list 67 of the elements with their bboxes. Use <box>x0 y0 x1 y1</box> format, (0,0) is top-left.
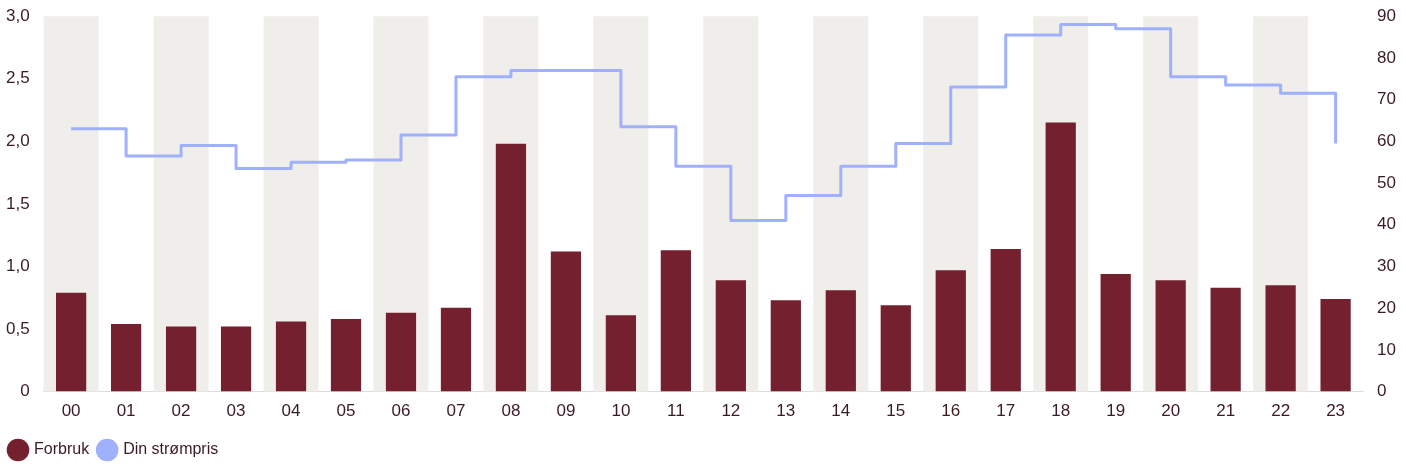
y2-tick-label: 50 <box>1377 172 1397 192</box>
y2-tick-label: 0 <box>1377 381 1387 401</box>
x-tick-label: 17 <box>996 401 1016 421</box>
x-tick-label: 03 <box>226 401 246 421</box>
x-tick-label: 02 <box>171 401 191 421</box>
y-tick-label: 2,5 <box>5 68 30 88</box>
x-tick-label: 12 <box>721 401 741 421</box>
y-tick-label: 2,0 <box>5 131 30 151</box>
bar <box>385 312 417 392</box>
y2-tick-label: 80 <box>1377 47 1397 67</box>
bar <box>495 143 527 392</box>
bar <box>1045 122 1076 392</box>
bar <box>275 321 307 392</box>
bar <box>1100 273 1131 392</box>
y-tick-label: 3,0 <box>5 5 30 25</box>
x-tick-label: 22 <box>1271 401 1291 421</box>
bar <box>550 251 582 392</box>
bar <box>440 307 472 392</box>
x-tick-label: 16 <box>941 401 961 421</box>
y-tick-label: 0 <box>20 381 30 401</box>
bar <box>935 270 966 392</box>
y2-tick-label: 60 <box>1377 131 1397 151</box>
legend-label: Forbruk <box>34 440 91 458</box>
x-tick-label: 14 <box>831 401 851 421</box>
bar <box>330 319 362 392</box>
bar <box>165 326 197 392</box>
bar <box>880 305 911 392</box>
y2-tick-label: 90 <box>1377 5 1397 25</box>
x-tick-label: 05 <box>336 401 356 421</box>
x-tick-label: 07 <box>446 401 466 421</box>
legend-label: Din strømpris <box>123 440 219 458</box>
y2-tick-label: 70 <box>1377 89 1397 109</box>
bar <box>1320 299 1351 392</box>
x-tick-label: 04 <box>281 401 301 421</box>
x-tick-label: 06 <box>391 401 411 421</box>
x-tick-label: 13 <box>776 401 796 421</box>
x-tick-label: 09 <box>556 401 576 421</box>
x-tick-label: 10 <box>611 401 631 421</box>
x-tick-label: 01 <box>116 401 136 421</box>
x-tick-label: 21 <box>1216 401 1236 421</box>
bar <box>715 280 746 392</box>
bar <box>220 326 252 392</box>
x-tick-label: 00 <box>61 401 81 421</box>
y-tick-label: 1,0 <box>5 256 30 276</box>
bar <box>660 250 691 392</box>
bar <box>990 248 1021 392</box>
x-tick-label: 23 <box>1326 401 1346 421</box>
x-tick-label: 20 <box>1161 401 1181 421</box>
y-tick-label: 0,5 <box>5 318 30 338</box>
bar <box>56 292 87 392</box>
y-tick-label: 1,5 <box>5 193 30 213</box>
bar <box>1155 280 1186 392</box>
bar <box>770 300 801 392</box>
bar <box>110 324 142 392</box>
y2-tick-label: 10 <box>1377 339 1397 359</box>
x-tick-label: 15 <box>886 401 906 421</box>
bar <box>1210 287 1241 392</box>
x-tick-label: 08 <box>501 401 521 421</box>
bar <box>1265 285 1296 392</box>
y2-tick-label: 20 <box>1377 297 1397 317</box>
bar <box>825 290 856 392</box>
bar <box>605 315 637 392</box>
y2-tick-label: 40 <box>1377 214 1397 234</box>
y2-tick-label: 30 <box>1377 256 1397 276</box>
x-tick-label: 19 <box>1106 401 1126 421</box>
x-tick-label: 11 <box>667 401 685 421</box>
x-tick-label: 18 <box>1051 401 1071 421</box>
